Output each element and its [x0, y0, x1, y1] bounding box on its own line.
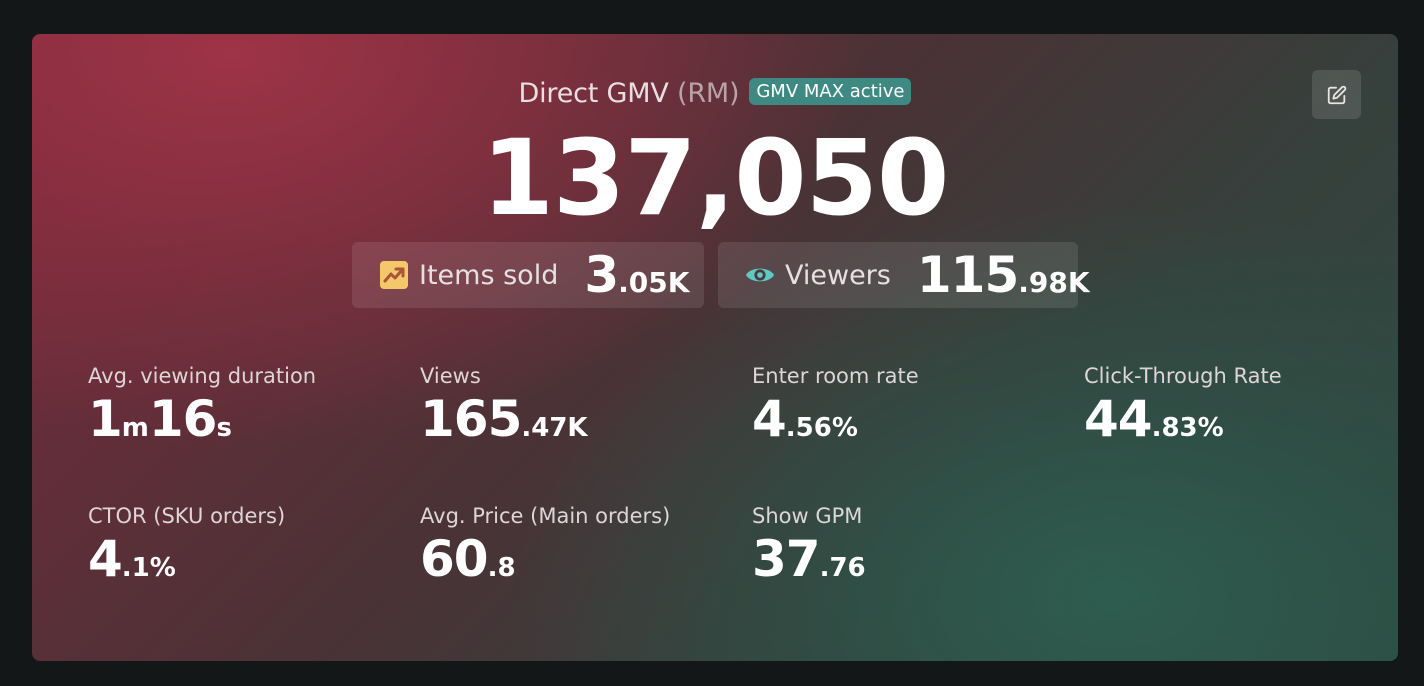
viewers-value: 115.98K: [916, 246, 1090, 304]
edit-icon: [1327, 85, 1346, 104]
metric-value: 60.8: [420, 530, 516, 588]
metric-label: Click-Through Rate: [1084, 364, 1282, 388]
metric-value: 4.1%: [88, 530, 176, 588]
metric-show-gpm: Show GPM 37.76: [752, 504, 866, 584]
trending-up-icon: [379, 260, 409, 290]
viewers-label: Viewers: [785, 259, 891, 291]
metric-value: 165.47K: [420, 390, 588, 448]
metric-label: Views: [420, 364, 481, 388]
currency-unit: (RM): [677, 78, 740, 109]
items-sold-label: Items sold: [419, 259, 559, 291]
metric-value: 37.76: [752, 530, 866, 588]
eye-icon: [745, 260, 775, 290]
metric-label: Avg. Price (Main orders): [420, 504, 671, 528]
metric-avg-viewing-duration: Avg. viewing duration 1m16s: [88, 364, 316, 444]
edit-button[interactable]: [1312, 70, 1361, 119]
status-badge: GMV MAX active: [749, 78, 912, 105]
metric-enter-room-rate: Enter room rate 4.56%: [752, 364, 919, 444]
metric-value: 1m16s: [88, 390, 232, 448]
items-sold-pill: Items sold 3.05K: [352, 242, 704, 308]
page-title: Direct GMV (RM): [518, 78, 740, 109]
metric-value: 4.56%: [752, 390, 858, 448]
card-header: Direct GMV (RM) GMV MAX active: [32, 78, 1398, 109]
metric-label: Avg. viewing duration: [88, 364, 317, 388]
metric-label: CTOR (SKU orders): [88, 504, 286, 528]
metric-label: Show GPM: [752, 504, 863, 528]
gmv-card: Direct GMV (RM) GMV MAX active 137,050 It…: [32, 34, 1398, 661]
items-sold-value: 3.05K: [584, 246, 690, 304]
metric-label: Enter room rate: [752, 364, 919, 388]
viewers-pill: Viewers 115.98K: [718, 242, 1090, 308]
metric-value: 44.83%: [1084, 390, 1224, 448]
metric-click-through-rate: Click-Through Rate 44.83%: [1084, 364, 1282, 444]
metric-views: Views 165.47K: [420, 364, 588, 444]
metric-avg-price-main-orders: Avg. Price (Main orders) 60.8: [420, 504, 670, 584]
metric-ctor-sku-orders: CTOR (SKU orders) 4.1%: [88, 504, 285, 584]
gmv-value: 137,050: [481, 117, 950, 239]
